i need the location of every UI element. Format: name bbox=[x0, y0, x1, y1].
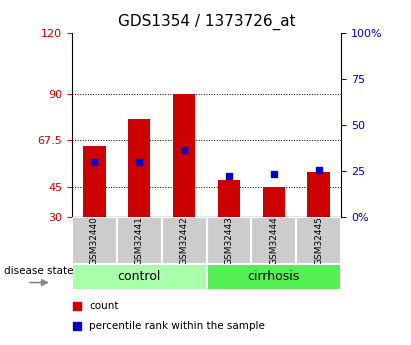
Bar bbox=[218, 180, 240, 217]
Bar bbox=[83, 146, 106, 217]
Text: GSM32444: GSM32444 bbox=[269, 216, 278, 265]
Text: GSM32442: GSM32442 bbox=[180, 216, 189, 265]
Text: control: control bbox=[118, 270, 161, 283]
Text: GSM32441: GSM32441 bbox=[135, 216, 144, 265]
Bar bbox=[307, 172, 330, 217]
Text: GSM32440: GSM32440 bbox=[90, 216, 99, 265]
Bar bbox=[206, 264, 341, 290]
Bar bbox=[252, 217, 296, 264]
Text: disease state: disease state bbox=[4, 266, 73, 276]
Bar bbox=[72, 264, 206, 290]
Text: count: count bbox=[89, 301, 118, 311]
Bar bbox=[162, 217, 206, 264]
Bar bbox=[296, 217, 341, 264]
Text: percentile rank within the sample: percentile rank within the sample bbox=[89, 321, 265, 331]
Bar bbox=[263, 187, 285, 217]
Bar bbox=[206, 217, 252, 264]
Bar bbox=[117, 217, 162, 264]
Text: GSM32443: GSM32443 bbox=[224, 216, 233, 265]
Text: GSM32445: GSM32445 bbox=[314, 216, 323, 265]
Bar bbox=[128, 119, 150, 217]
Title: GDS1354 / 1373726_at: GDS1354 / 1373726_at bbox=[118, 14, 296, 30]
Bar bbox=[173, 94, 195, 217]
Bar bbox=[72, 217, 117, 264]
Text: cirrhosis: cirrhosis bbox=[248, 270, 300, 283]
